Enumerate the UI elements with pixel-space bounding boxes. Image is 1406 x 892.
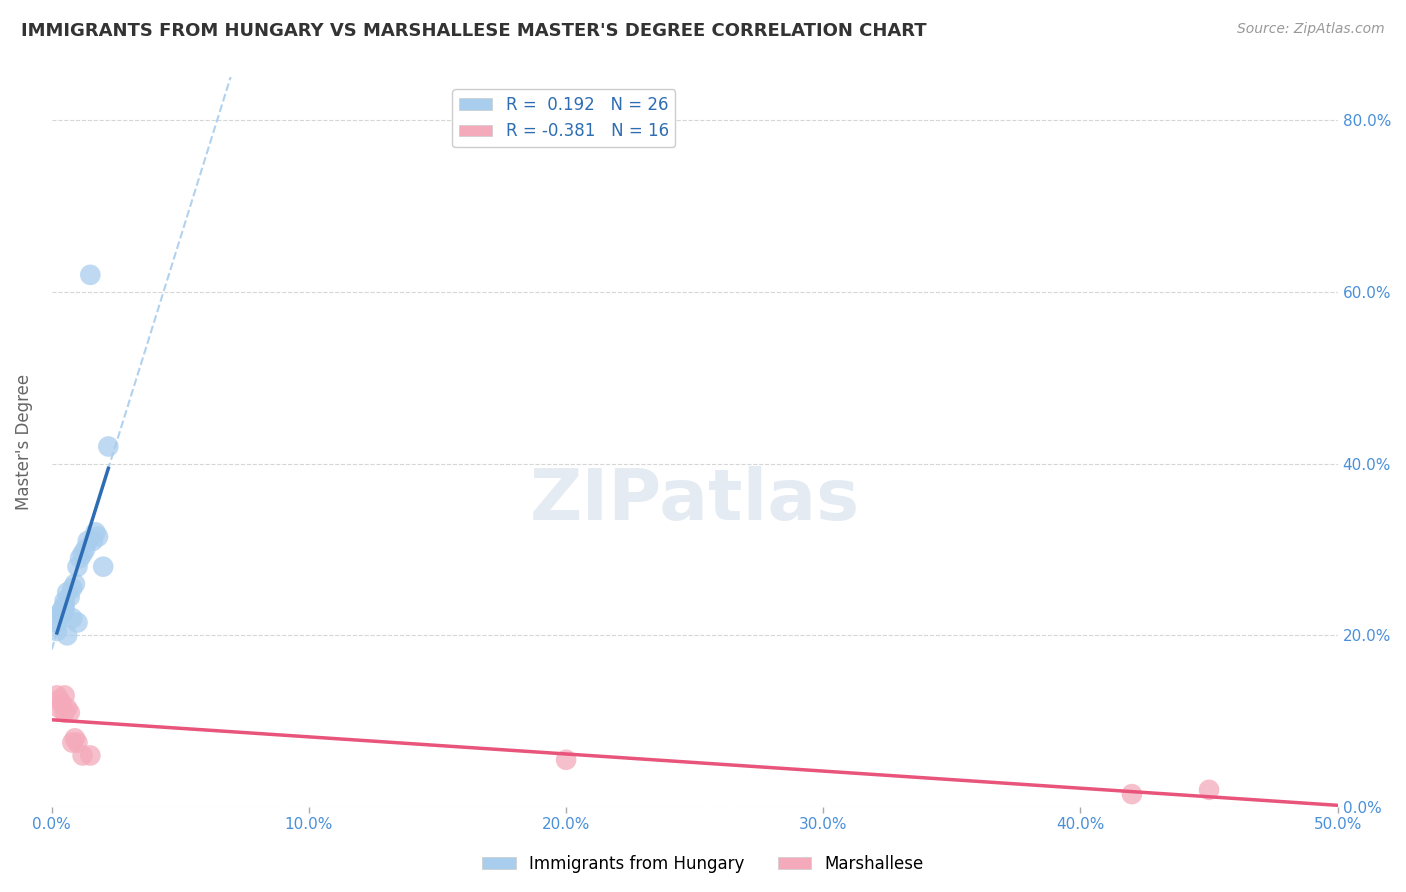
Point: [75, 542, 97, 557]
Y-axis label: Master's Degree: Master's Degree: [15, 374, 32, 510]
Point: [63, 577, 86, 591]
Legend: R =  0.192   N = 26, R = -0.381   N = 16: R = 0.192 N = 26, R = -0.381 N = 16: [453, 89, 675, 147]
Point: [63, 731, 86, 746]
Point: [48, 701, 70, 715]
Point: [66, 559, 89, 574]
Point: [84, 525, 107, 540]
Point: [56, 585, 79, 599]
Point: [1121, 787, 1143, 801]
Point: [53, 602, 76, 616]
Point: [1198, 782, 1220, 797]
Point: [60, 736, 83, 750]
Point: [48, 607, 70, 621]
Point: [53, 689, 76, 703]
Point: [51, 697, 73, 711]
Text: IMMIGRANTS FROM HUNGARY VS MARSHALLESE MASTER'S DEGREE CORRELATION CHART: IMMIGRANTS FROM HUNGARY VS MARSHALLESE M…: [21, 22, 927, 40]
Text: Source: ZipAtlas.com: Source: ZipAtlas.com: [1237, 22, 1385, 37]
Point: [51, 602, 73, 616]
Point: [91, 559, 114, 574]
Point: [60, 581, 83, 595]
Point: [72, 748, 94, 763]
Point: [69, 551, 91, 566]
Point: [56, 628, 79, 642]
Point: [60, 611, 83, 625]
Point: [59, 590, 82, 604]
Point: [555, 753, 578, 767]
Point: [53, 706, 76, 720]
Point: [97, 440, 120, 454]
Legend: Immigrants from Hungary, Marshallese: Immigrants from Hungary, Marshallese: [475, 848, 931, 880]
Point: [79, 748, 101, 763]
Point: [59, 706, 82, 720]
Text: ZIPatlas: ZIPatlas: [530, 467, 859, 535]
Point: [45, 689, 67, 703]
Point: [79, 268, 101, 282]
Point: [66, 615, 89, 630]
Point: [45, 615, 67, 630]
Point: [87, 530, 110, 544]
Point: [45, 624, 67, 638]
Point: [53, 599, 76, 613]
Point: [72, 547, 94, 561]
Point: [48, 692, 70, 706]
Point: [66, 736, 89, 750]
Point: [53, 594, 76, 608]
Point: [82, 533, 104, 548]
Point: [56, 701, 79, 715]
Point: [51, 607, 73, 621]
Point: [76, 533, 98, 548]
